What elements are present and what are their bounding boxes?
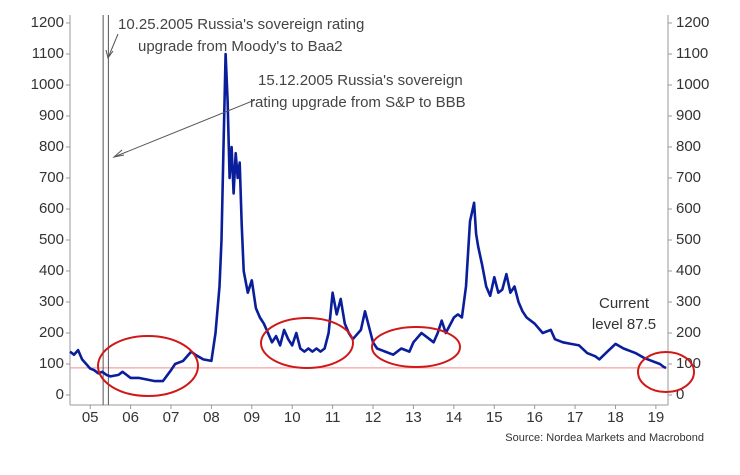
y-tick-label: 800 bbox=[39, 138, 64, 155]
x-tick-label: 16 bbox=[526, 409, 543, 426]
event-label: upgrade from Moody's to Baa2 bbox=[138, 38, 343, 55]
y2-tick-label: 300 bbox=[676, 293, 701, 310]
y2-tick-label: 1100 bbox=[676, 45, 708, 62]
y2-tick-label: 700 bbox=[676, 169, 701, 186]
x-tick-label: 17 bbox=[567, 409, 584, 426]
x-tick-label: 08 bbox=[203, 409, 220, 426]
y-tick-label: 1000 bbox=[31, 76, 64, 93]
x-tick-label: 10 bbox=[284, 409, 301, 426]
x-tick-label: 11 bbox=[325, 409, 341, 426]
y2-tick-label: 900 bbox=[676, 107, 701, 124]
x-tick-label: 07 bbox=[163, 409, 180, 426]
x-tick-label: 05 bbox=[82, 409, 99, 426]
x-tick-label: 09 bbox=[243, 409, 260, 426]
arrow-head bbox=[112, 149, 125, 158]
highlight-ellipse bbox=[637, 351, 695, 393]
arrow-head bbox=[105, 49, 114, 60]
source: Source: Nordea Markets and Macrobond bbox=[505, 432, 704, 444]
event-label: rating upgrade from S&P to BBB bbox=[250, 94, 466, 111]
event-label: 10.25.2005 Russia's sovereign rating bbox=[118, 16, 364, 33]
x-tick-label: 15 bbox=[486, 409, 503, 426]
y2-tick-label: 400 bbox=[676, 262, 701, 279]
annotation-arrow bbox=[107, 33, 119, 59]
y2-tick-label: 0 bbox=[676, 386, 684, 403]
y2-tick-label: 800 bbox=[676, 138, 701, 155]
y-tick-label: 0 bbox=[56, 386, 64, 403]
series-line bbox=[69, 52, 667, 383]
current-label: level 87.5 bbox=[592, 316, 656, 333]
annotation-arrow bbox=[113, 99, 256, 158]
y-tick-label: 100 bbox=[39, 355, 64, 372]
y-tick-label: 600 bbox=[39, 200, 64, 217]
event-label: 15.12.2005 Russia's sovereign bbox=[258, 72, 463, 89]
plot-area: 0100200300400500600700800900100011001200… bbox=[31, 14, 710, 426]
current-label: Current bbox=[599, 295, 650, 312]
highlight-ellipse bbox=[260, 317, 354, 369]
x-tick-label: 14 bbox=[446, 409, 463, 426]
y-tick-label: 1100 bbox=[32, 45, 64, 62]
highlight-ellipse bbox=[371, 326, 461, 368]
x-tick-label: 06 bbox=[122, 409, 139, 426]
y-tick-label: 300 bbox=[39, 293, 64, 310]
highlight-ellipse bbox=[97, 335, 199, 397]
y2-tick-label: 500 bbox=[676, 231, 701, 248]
x-tick-label: 18 bbox=[607, 409, 624, 426]
y-tick-label: 500 bbox=[39, 231, 64, 248]
y2-tick-label: 200 bbox=[676, 324, 701, 341]
x-tick-label: 12 bbox=[365, 409, 382, 426]
y2-tick-label: 100 bbox=[676, 355, 701, 372]
y-tick-label: 200 bbox=[39, 324, 64, 341]
y2-tick-label: 600 bbox=[676, 200, 701, 217]
y-tick-label: 1200 bbox=[31, 14, 64, 31]
y-tick-label: 700 bbox=[39, 169, 64, 186]
y2-tick-label: 1200 bbox=[676, 14, 709, 31]
y-tick-label: 900 bbox=[39, 107, 64, 124]
x-tick-label: 13 bbox=[405, 409, 422, 426]
x-tick-label: 19 bbox=[648, 409, 665, 426]
y2-tick-label: 1000 bbox=[676, 76, 709, 93]
y-tick-label: 400 bbox=[39, 262, 64, 279]
